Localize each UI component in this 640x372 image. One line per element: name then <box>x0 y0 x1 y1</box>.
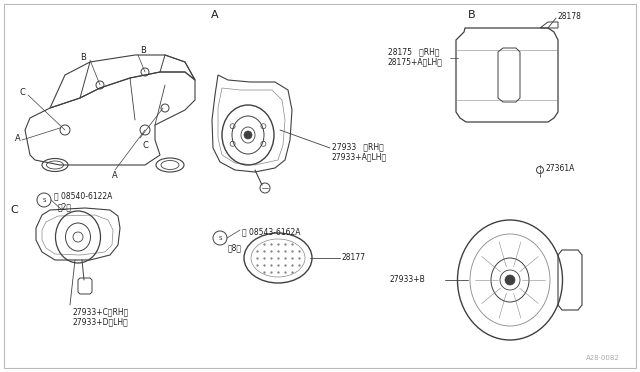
Text: 27361A: 27361A <box>546 164 575 173</box>
Text: C: C <box>10 205 18 215</box>
Text: 27933+A（LH）: 27933+A（LH） <box>332 153 387 161</box>
Text: B: B <box>140 45 146 55</box>
Text: A: A <box>211 10 219 20</box>
Text: 27933   （RH）: 27933 （RH） <box>332 142 384 151</box>
Text: A: A <box>15 134 21 142</box>
Text: 28178: 28178 <box>558 12 582 20</box>
Text: B: B <box>80 52 86 61</box>
Text: C: C <box>142 141 148 150</box>
Text: A28·0082: A28·0082 <box>586 355 620 361</box>
Text: Ⓢ 08540-6122A: Ⓢ 08540-6122A <box>54 192 113 201</box>
Text: S: S <box>218 235 221 241</box>
Text: A: A <box>112 170 118 180</box>
Text: 27933+B: 27933+B <box>390 276 426 285</box>
Text: S: S <box>42 198 45 202</box>
Text: B: B <box>468 10 476 20</box>
Text: 28175   （RH）: 28175 （RH） <box>388 48 440 57</box>
Text: C: C <box>19 87 25 96</box>
Text: Ⓢ 08543-6162A: Ⓢ 08543-6162A <box>242 228 301 237</box>
Text: 28175+A（LH）: 28175+A（LH） <box>388 58 443 67</box>
Text: （2）: （2） <box>58 202 72 212</box>
Text: 28177: 28177 <box>342 253 366 263</box>
Text: （8）: （8） <box>228 244 242 253</box>
Text: 27933+D（LH）: 27933+D（LH） <box>72 317 128 327</box>
Circle shape <box>244 131 252 139</box>
Circle shape <box>505 275 515 285</box>
Text: 27933+C（RH）: 27933+C（RH） <box>72 308 128 317</box>
